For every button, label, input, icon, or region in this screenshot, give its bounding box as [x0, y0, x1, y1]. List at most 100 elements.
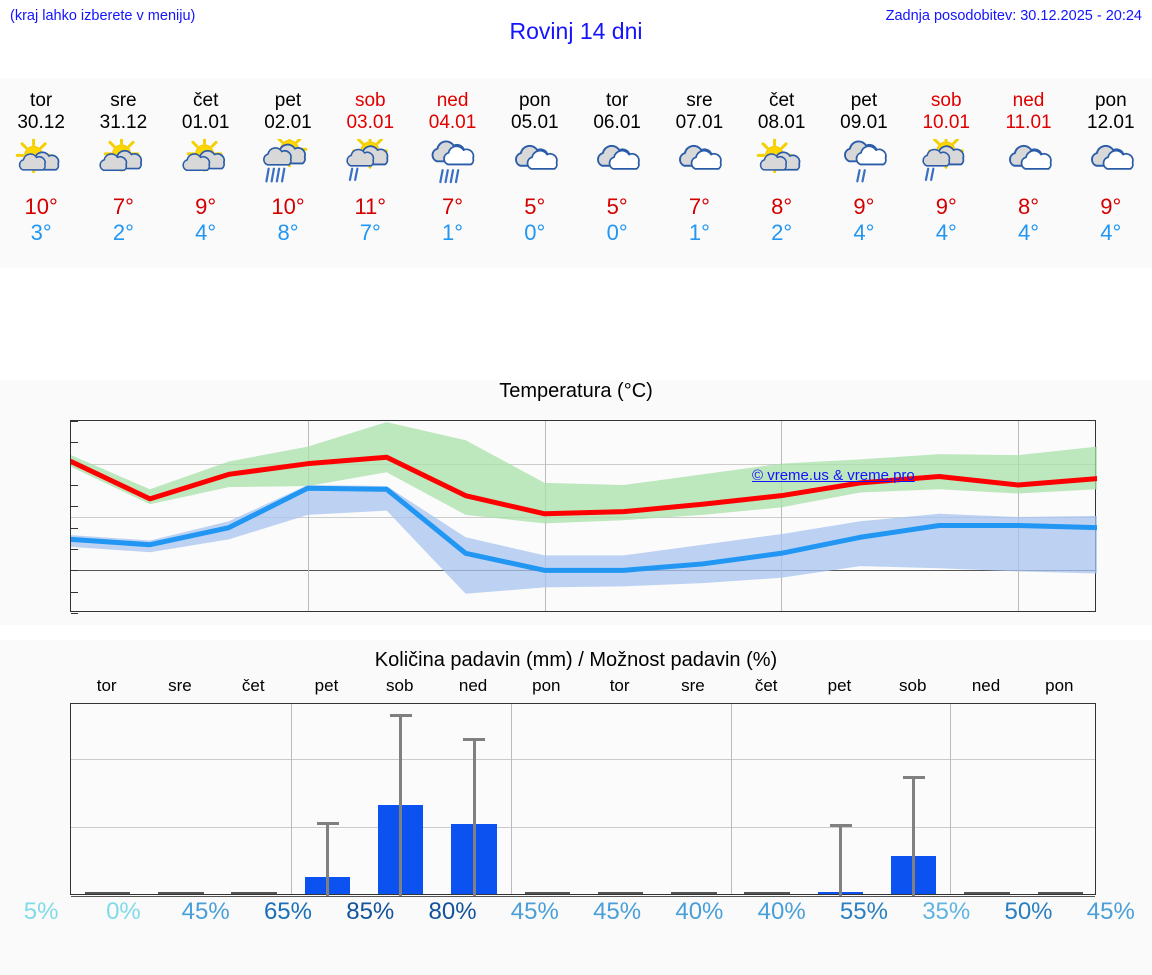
precipitation-bar-zero [744, 892, 790, 894]
max-temperature: 7° [112, 194, 134, 219]
clouds-icon [660, 139, 738, 191]
precipitation-day-label: pet [827, 676, 852, 695]
precipitation-day-label: čet [241, 676, 265, 695]
day-of-week-label: pon [518, 90, 551, 111]
precipitation-probability: 45% [593, 898, 642, 925]
day-column-30-12[interactable]: tor 30.12 10° 3° [0, 78, 82, 268]
min-temperature: 0° [524, 220, 546, 245]
day-of-week-label: pet [850, 90, 878, 111]
day-column-12-01[interactable]: pon 12.01 9° 4° [1070, 78, 1152, 268]
day-of-week-label: sob [930, 90, 962, 111]
temperature-axis-tick [71, 442, 78, 444]
max-temperature: 9° [935, 194, 957, 219]
precipitation-probability: 5% [23, 898, 59, 925]
precipitation-day-label: pon [1045, 676, 1074, 695]
sun-behind-clouds-rain-icon [249, 131, 327, 191]
precipitation-day-label: pet [314, 676, 339, 695]
precipitation-probability: 45% [181, 898, 230, 925]
precipitation-bar-zero [671, 892, 717, 894]
max-temperature: 5° [606, 194, 628, 219]
min-temperature: 4° [1100, 220, 1122, 245]
day-date-label: 04.01 [428, 112, 477, 133]
precipitation-probability-row: 5% 0% 45% 65% 85% 80% 45% 45% 40% 40% 55% 35% 50% 45% [0, 898, 1152, 926]
precipitation-probability: 35% [922, 898, 971, 925]
sun-behind-cloud-icon [2, 137, 80, 191]
min-temperature: 8° [277, 220, 299, 245]
precipitation-probability: 65% [263, 898, 312, 925]
day-column-05-01[interactable]: pon 05.01 5° 0° [494, 78, 576, 268]
day-date-label: 03.01 [346, 112, 395, 133]
precipitation-probability: 45% [510, 898, 559, 925]
day-column-31-12[interactable]: sre 31.12 7° 2° [82, 78, 164, 268]
day-column-10-01[interactable]: sob 10.01 9° 4° [905, 78, 987, 268]
precipitation-gridline-10 [71, 827, 1095, 829]
sun-behind-cloud-rain-icon [907, 133, 985, 191]
max-temperature: 7° [688, 194, 710, 219]
temperature-vertical-gridline [307, 421, 309, 611]
day-of-week-label: tor [606, 90, 629, 111]
day-date-label: 31.12 [99, 112, 148, 133]
temperature-axis-tick [71, 527, 78, 529]
day-column-08-01[interactable]: čet 08.01 8° 2° [741, 78, 823, 268]
clouds-icon [990, 139, 1068, 191]
precipitation-bar-zero [524, 892, 571, 894]
precipitation-bar-zero [84, 892, 131, 894]
sun-behind-cloud-rain-icon [331, 133, 409, 191]
precipitation-bar-zero [158, 892, 204, 894]
temperature-axis-tick [71, 591, 78, 593]
max-temperature: 8° [771, 194, 793, 219]
temperature-vertical-gridline [1018, 421, 1020, 611]
day-column-01-01[interactable]: čet 01.01 9° 4° [165, 78, 247, 268]
max-temperature: 11° [354, 194, 387, 219]
min-temperature: 3° [30, 220, 52, 245]
temperature-series-svg [71, 422, 1097, 594]
day-column-04-01[interactable]: ned 04.01 7° 1° [411, 78, 493, 268]
day-of-week-label: čet [193, 90, 219, 111]
precipitation-vertical-gridline [730, 704, 732, 894]
day-column-07-01[interactable]: sre 07.01 7° 1° [658, 78, 740, 268]
sun-behind-clouds-icon [84, 136, 162, 191]
precipitation-gridline-20 [71, 758, 1095, 760]
day-date-label: 30.12 [17, 112, 65, 133]
day-date-label: 07.01 [675, 112, 724, 133]
clouds-icon [578, 139, 656, 191]
temperature-gridline-10 [71, 463, 1095, 465]
precipitation-probability: 80% [428, 898, 477, 925]
day-column-09-01[interactable]: pet 09.01 9° 4° [823, 78, 905, 268]
max-temperature: 9° [195, 194, 217, 219]
min-temperature: 1° [442, 220, 464, 245]
sun-behind-clouds-icon [167, 136, 245, 191]
day-column-02-01[interactable]: pet 02.01 10° 8° [247, 78, 329, 268]
max-temperature: 7° [442, 194, 464, 219]
precipitation-whisker-cap [389, 714, 412, 718]
day-column-11-01[interactable]: ned 11.01 8° 4° [987, 78, 1069, 268]
day-column-03-01[interactable]: sob 03.01 11° 7° [329, 78, 411, 268]
temperature-range-band-0 [71, 422, 1097, 524]
day-date-label: 06.01 [593, 112, 641, 133]
clouds-icon [496, 139, 574, 191]
precipitation-bar-zero [964, 892, 1010, 894]
precipitation-probability: 45% [1086, 898, 1135, 925]
precipitation-day-label: ned [971, 676, 1001, 695]
precipitation-probability: 0% [106, 898, 141, 925]
precipitation-whisker-line [326, 821, 329, 896]
min-temperature: 2° [771, 220, 793, 245]
temperature-axis-tick [71, 506, 78, 508]
max-temperature: 9° [1100, 194, 1122, 219]
day-date-label: 09.01 [840, 112, 888, 133]
precipitation-bar-zero [231, 892, 277, 894]
precipitation-day-labels: tor sre čet pet sob ned pon tor sre čet pet sob ned p… [70, 676, 1096, 696]
precipitation-plot-area [70, 703, 1096, 897]
max-temperature: 10° [24, 194, 58, 219]
day-date-label: 05.01 [511, 112, 559, 133]
cloud-rain-icon [414, 139, 492, 191]
precipitation-whisker-line [839, 824, 842, 896]
clouds-icon [1072, 139, 1150, 191]
temperature-chart-title: Temperatura (°C) [499, 380, 653, 402]
day-column-06-01[interactable]: tor 06.01 5° 0° [576, 78, 658, 268]
temperature-axis-tick [71, 549, 78, 550]
day-of-week-label: sob [354, 90, 386, 111]
day-of-week-label: pet [274, 90, 302, 111]
copyright-link[interactable]: © vreme.us & vreme.pro [752, 467, 915, 484]
page-header: (kraj lahko izberete v meniju) Rovinj 14… [0, 0, 1152, 78]
